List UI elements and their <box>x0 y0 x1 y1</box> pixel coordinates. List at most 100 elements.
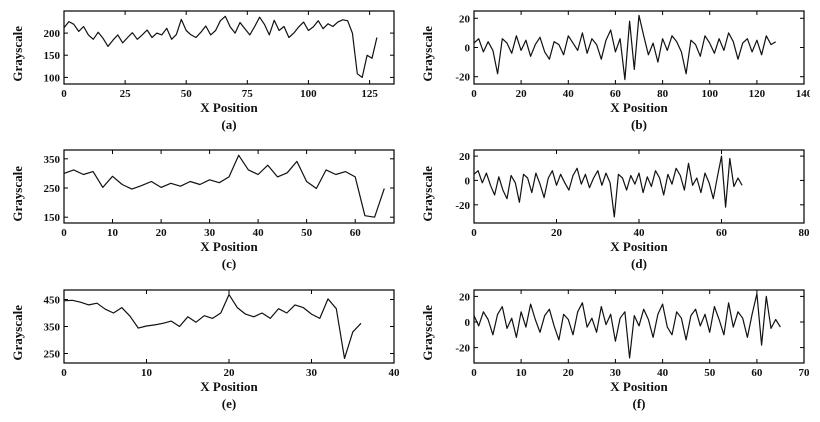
y-tick-label: -20 <box>455 72 470 84</box>
plot-column: 0 20 40 60 80 100 120 140 -20 0 20 X Position (b) <box>438 6 813 132</box>
chart-svg-f: 0 10 20 30 40 50 60 70 -20 0 20 <box>455 289 811 379</box>
x-tick-label: 80 <box>657 88 669 100</box>
x-tick-label: 75 <box>242 88 254 100</box>
data-line <box>473 155 743 218</box>
x-tick-label: 140 <box>796 88 810 100</box>
x-tick-label: 40 <box>634 227 646 239</box>
y-tick-label: 0 <box>465 317 471 329</box>
y-tick-label: 0 <box>465 43 471 55</box>
x-tick-label: 125 <box>361 88 378 100</box>
axes-box <box>63 149 395 224</box>
x-tick-label: 20 <box>563 367 575 379</box>
x-tick-label: 60 <box>350 227 362 239</box>
subplot-letter: (b) <box>631 117 647 132</box>
chart-svg-e: 0 10 20 30 40 250 350 450 <box>44 289 401 379</box>
plot-column: 0 20 40 60 80 -20 0 20 X Position (d) <box>438 145 810 271</box>
x-tick-label: 60 <box>751 367 763 379</box>
data-line <box>63 293 362 359</box>
axes-box <box>63 10 395 85</box>
data-line <box>63 15 378 79</box>
chart-svg-a: 0 25 50 75 100 125 100 150 200 <box>44 10 395 100</box>
x-tick-label: 80 <box>799 227 811 239</box>
plot-area-b: 0 20 40 60 80 100 120 140 -20 0 20 <box>438 6 813 102</box>
x-tick-label: 10 <box>107 227 119 239</box>
x-tick-label: 40 <box>657 367 669 379</box>
x-tick-label: 0 <box>61 88 67 100</box>
x-tick-label: 0 <box>471 367 477 379</box>
y-axis-title-wrap: Grayscale <box>418 145 438 241</box>
axes-box <box>473 149 805 224</box>
subplot-letter: (d) <box>631 256 647 272</box>
x-tick-label: 120 <box>749 88 766 100</box>
x-tick-label: 20 <box>551 227 563 239</box>
x-tick-label: 20 <box>156 227 168 239</box>
axes-box <box>63 289 395 364</box>
y-tick-label: 150 <box>44 213 61 225</box>
y-tick-label: 20 <box>459 291 471 303</box>
chart-svg-d: 0 20 40 60 80 -20 0 20 <box>455 149 811 239</box>
x-tick-label: 0 <box>61 367 67 379</box>
x-axis-title: X Position <box>610 378 668 394</box>
data-line <box>473 292 781 359</box>
y-tick-label: 200 <box>44 28 61 40</box>
subplot-b: Grayscale 0 20 40 60 80 100 120 140 -20 0 20 X Pos… <box>410 4 820 143</box>
plot-area-e: 0 10 20 30 40 250 350 450 <box>28 285 400 381</box>
x-tick-label: 50 <box>704 367 716 379</box>
y-axis-title-wrap: Grayscale <box>8 6 28 102</box>
y-axis-title: Grayscale <box>420 304 435 361</box>
x-tick-label: 60 <box>610 88 622 100</box>
subplot-e: Grayscale 0 10 20 30 40 250 350 450 X Position … <box>0 283 410 422</box>
x-tick-label: 100 <box>701 88 718 100</box>
y-tick-label: 350 <box>44 321 61 333</box>
subplot-a: Grayscale 0 25 50 75 100 125 100 150 200 X Posit… <box>0 4 410 143</box>
y-axis-title: Grayscale <box>10 165 25 222</box>
x-tick-label: 10 <box>141 367 153 379</box>
subplot-c: Grayscale 0 10 20 30 40 50 60 150 250 350 X Posit… <box>0 143 410 282</box>
y-tick-label: -20 <box>455 342 470 354</box>
x-tick-label: 0 <box>471 88 477 100</box>
x-tick-label: 40 <box>563 88 575 100</box>
x-axis-title: X Position <box>200 239 258 255</box>
x-tick-label: 60 <box>716 227 728 239</box>
x-tick-label: 25 <box>120 88 132 100</box>
data-line <box>473 14 777 81</box>
subplot-letter: (c) <box>221 256 237 272</box>
y-tick-label: 250 <box>44 183 61 195</box>
plot-area-f: 0 10 20 30 40 50 60 70 -20 0 20 <box>438 285 810 381</box>
plot-area-c: 0 10 20 30 40 50 60 150 250 350 <box>28 145 400 241</box>
x-tick-label: 50 <box>181 88 193 100</box>
y-tick-label: 20 <box>459 13 471 25</box>
y-axis-title: Grayscale <box>10 304 25 361</box>
y-tick-label: 100 <box>44 72 61 84</box>
chart-svg-c: 0 10 20 30 40 50 60 150 250 350 <box>44 149 395 239</box>
x-tick-label: 70 <box>799 367 811 379</box>
y-tick-label: 450 <box>44 294 61 306</box>
y-tick-label: 20 <box>459 151 471 163</box>
y-tick-label: 250 <box>44 348 61 360</box>
x-tick-label: 20 <box>516 88 528 100</box>
y-tick-label: -20 <box>455 200 470 212</box>
y-axis-title-wrap: Grayscale <box>418 285 438 381</box>
x-tick-label: 50 <box>301 227 313 239</box>
y-axis-title: Grayscale <box>10 26 25 82</box>
plot-column: 0 10 20 30 40 50 60 150 250 350 X Position (c) <box>28 145 400 271</box>
x-tick-label: 30 <box>610 367 622 379</box>
plot-area-a: 0 25 50 75 100 125 100 150 200 <box>28 6 400 102</box>
x-axis-title: X Position <box>200 378 258 394</box>
x-axis-title: X Position <box>610 100 668 115</box>
plot-column: 0 10 20 30 40 50 60 70 -20 0 20 X Position (f) <box>438 285 810 411</box>
plot-area-d: 0 20 40 60 80 -20 0 20 <box>438 145 810 241</box>
plot-column: 0 10 20 30 40 250 350 450 X Position (e) <box>28 285 400 411</box>
subplot-letter: (f) <box>632 395 646 411</box>
data-line <box>63 155 385 219</box>
y-tick-label: 350 <box>44 154 61 166</box>
y-axis-title-wrap: Grayscale <box>418 6 438 102</box>
x-tick-label: 40 <box>389 367 401 379</box>
plot-column: 0 25 50 75 100 125 100 150 200 X Position (a) <box>28 6 400 132</box>
x-tick-label: 10 <box>516 367 528 379</box>
x-tick-label: 20 <box>224 367 236 379</box>
y-axis-title-wrap: Grayscale <box>8 145 28 241</box>
x-tick-label: 100 <box>300 88 317 100</box>
